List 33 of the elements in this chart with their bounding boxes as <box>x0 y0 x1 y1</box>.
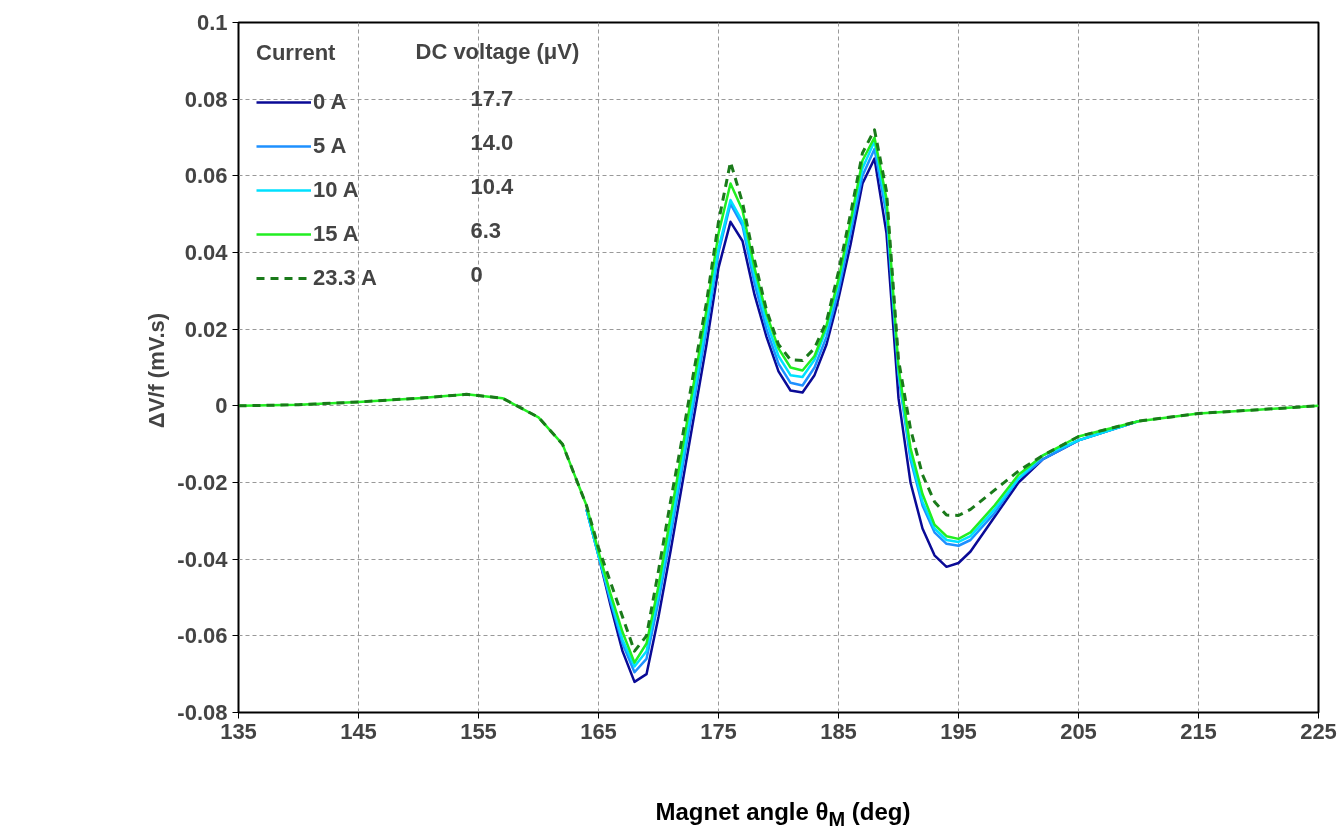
legend-title: Current <box>256 40 337 66</box>
y-tick-label: -0.08 <box>177 700 228 725</box>
x-tick-label: 165 <box>580 718 617 744</box>
annotation: DC voltage (μV) <box>415 39 580 64</box>
x-tick-label: 215 <box>1180 718 1217 744</box>
x-tick-label: 175 <box>700 718 737 744</box>
annotation: 14.0 <box>470 130 514 155</box>
x-tick-label: 195 <box>940 718 977 744</box>
annotation: 0 <box>470 262 483 287</box>
legend-label: 5 A <box>313 132 347 160</box>
y-tick-label: 0.1 <box>196 10 228 35</box>
y-tick-label: 0.02 <box>184 316 228 342</box>
y-tick-label: 0 <box>215 393 228 419</box>
annotation: 10.4 <box>470 174 515 199</box>
x-axis-title: Magnet angle θ$_{M}$ (deg) <box>654 797 912 832</box>
annotation: 17.7 <box>470 86 514 111</box>
legend-label: 15 A <box>313 220 359 248</box>
y-tick-label: 0.06 <box>184 163 228 189</box>
y-tick-label: -0.04 <box>177 546 229 572</box>
x-tick-label: 205 <box>1060 718 1097 744</box>
x-tick-label: 225 <box>1300 718 1337 744</box>
x-tick-label: 145 <box>340 718 377 744</box>
legend-label: 10 A <box>313 176 359 204</box>
y-tick-label: 0.04 <box>184 240 229 265</box>
legend-label: 0 A <box>313 88 347 116</box>
y-axis-title: ΔV/f (mV.s) <box>144 312 170 429</box>
annotation: 6.3 <box>470 218 502 243</box>
x-tick-label: 155 <box>460 718 497 744</box>
y-tick-label: 0.08 <box>184 86 228 112</box>
y-tick-label: -0.06 <box>177 623 228 649</box>
x-tick-label: 185 <box>820 718 857 744</box>
legend-label: 23.3 A <box>313 264 378 292</box>
y-tick-label: -0.02 <box>177 470 228 495</box>
